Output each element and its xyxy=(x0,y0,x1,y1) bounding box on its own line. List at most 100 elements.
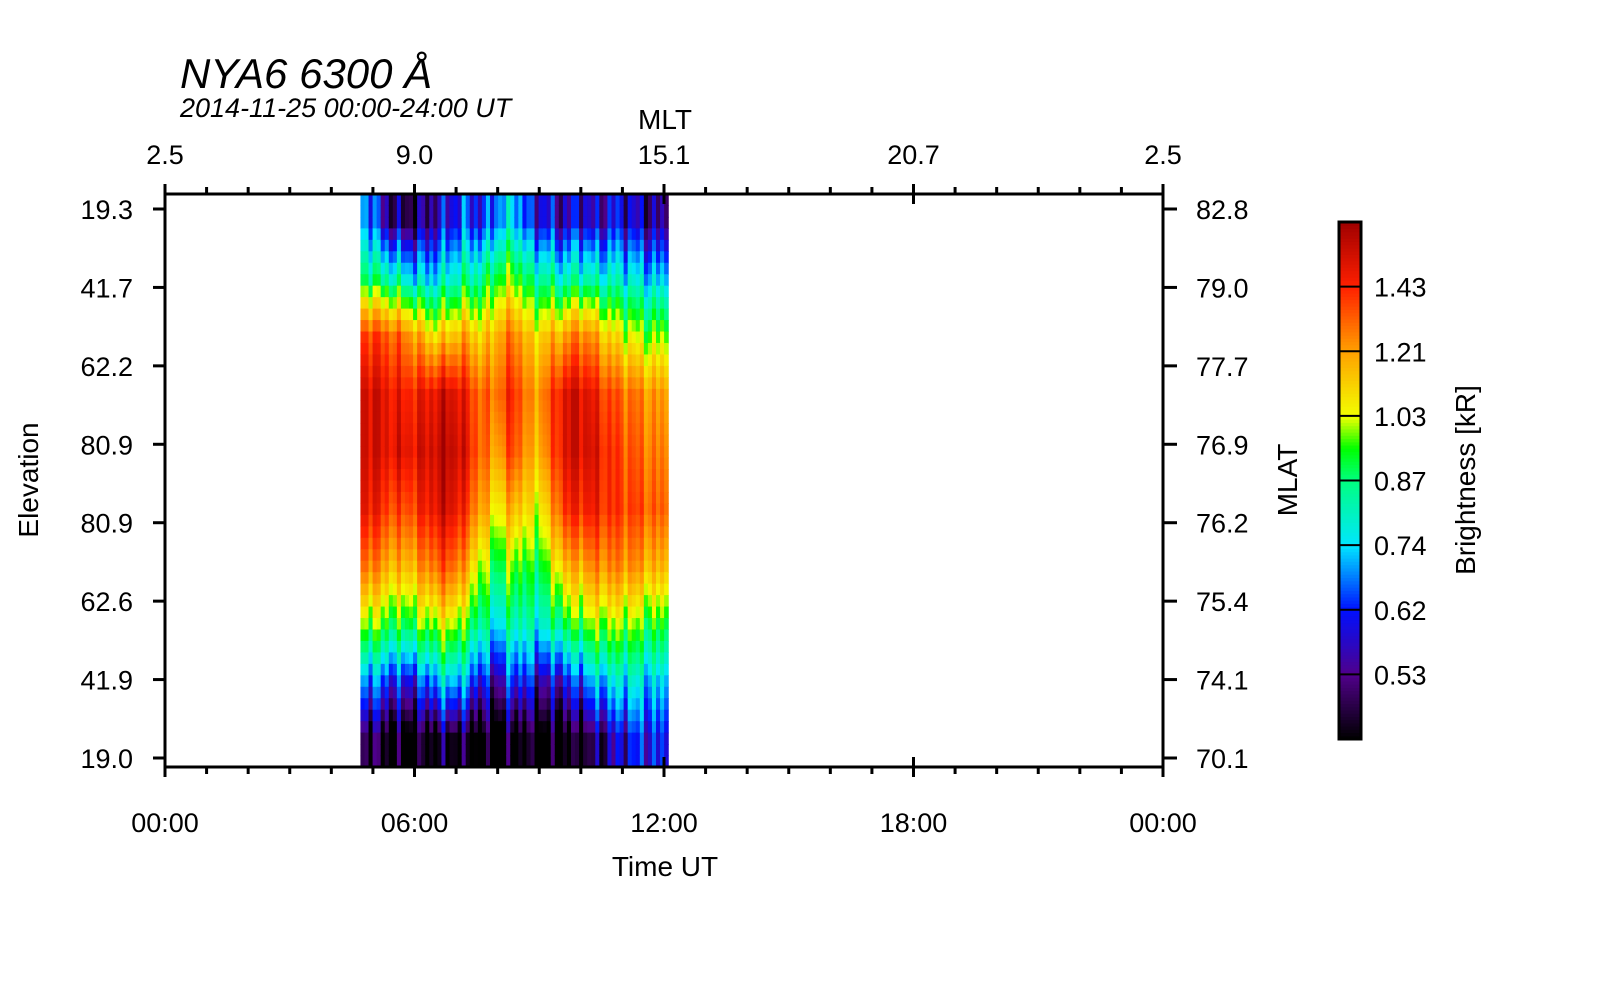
keogram-cell xyxy=(498,388,503,401)
keogram-cell xyxy=(417,457,422,470)
keogram-cell xyxy=(441,457,447,470)
keogram-cell xyxy=(546,423,552,436)
keogram-cell xyxy=(384,663,390,676)
keogram-cell xyxy=(417,331,422,344)
keogram-cell xyxy=(615,388,621,401)
keogram-cell xyxy=(409,583,414,596)
keogram-cell xyxy=(607,732,613,745)
keogram-cell xyxy=(570,434,576,447)
keogram-cell xyxy=(570,560,576,573)
keogram-cell xyxy=(400,320,406,333)
keogram-cell xyxy=(437,755,443,768)
colorbar-swatch xyxy=(1339,364,1361,369)
keogram-cell xyxy=(449,698,455,711)
keogram-cell xyxy=(368,663,374,676)
keogram-cell xyxy=(506,537,511,550)
keogram-cell xyxy=(664,675,669,688)
keogram-cell xyxy=(409,331,414,344)
keogram-cell xyxy=(473,285,479,298)
keogram-cell xyxy=(498,709,503,722)
keogram-cell xyxy=(461,663,467,676)
keogram-cell xyxy=(603,365,609,378)
keogram-cell xyxy=(518,480,523,493)
keogram-cell xyxy=(558,457,564,470)
keogram-cell xyxy=(595,297,600,310)
keogram-cell xyxy=(656,400,661,413)
keogram-cell xyxy=(623,297,629,310)
keogram-cell xyxy=(494,262,499,275)
keogram-cell xyxy=(660,457,665,470)
keogram-cell xyxy=(514,686,519,699)
colorbar-swatch xyxy=(1339,422,1361,427)
keogram-cell xyxy=(506,354,511,367)
keogram-cell xyxy=(485,377,491,390)
keogram-cell xyxy=(579,377,584,390)
keogram-cell xyxy=(445,618,451,631)
keogram-cell xyxy=(481,618,487,631)
keogram-cell xyxy=(623,618,629,631)
keogram-cell xyxy=(607,388,613,401)
keogram-cell xyxy=(526,239,532,252)
keogram-cell xyxy=(583,663,588,676)
keogram-cell xyxy=(603,640,609,653)
colorbar-swatch xyxy=(1339,309,1361,314)
keogram-cell xyxy=(522,342,528,356)
keogram-cell xyxy=(404,297,410,310)
keogram-cell xyxy=(570,583,576,596)
keogram-cell xyxy=(656,583,661,596)
keogram-cell xyxy=(409,434,414,447)
keogram-cell xyxy=(591,606,596,619)
keogram-cell xyxy=(518,434,523,447)
keogram-cell xyxy=(396,251,402,264)
keogram-cell xyxy=(607,755,613,768)
keogram-cell xyxy=(550,365,556,378)
keogram-cell xyxy=(425,365,430,378)
x-tick-label: 00:00 xyxy=(131,808,199,838)
keogram-cell xyxy=(583,675,588,688)
keogram-cell xyxy=(494,400,499,413)
keogram-cell xyxy=(546,377,552,390)
keogram-cell xyxy=(542,514,548,527)
keogram-cell xyxy=(396,194,402,207)
keogram-cell xyxy=(550,618,556,631)
keogram-cell xyxy=(360,698,366,711)
keogram-cell xyxy=(453,572,459,585)
keogram-cell xyxy=(400,342,406,356)
keogram-cell xyxy=(595,732,600,745)
keogram-cell xyxy=(607,652,613,665)
keogram-cell xyxy=(643,434,649,447)
keogram-cell xyxy=(562,446,568,459)
keogram-cell xyxy=(651,388,657,401)
keogram-cell xyxy=(607,595,613,608)
keogram-cell xyxy=(575,377,580,390)
keogram-cell xyxy=(461,686,467,699)
keogram-cell xyxy=(413,744,418,757)
colorbar-swatch xyxy=(1339,293,1361,297)
keogram-cell xyxy=(392,595,398,608)
keogram-cell xyxy=(453,583,459,596)
keogram-cell xyxy=(611,686,617,699)
keogram-cell xyxy=(510,457,515,470)
keogram-cell xyxy=(481,308,487,321)
keogram-cell xyxy=(404,239,410,252)
keogram-cell xyxy=(445,365,451,378)
keogram-cell xyxy=(514,446,519,459)
keogram-cell xyxy=(437,526,443,539)
keogram-cell xyxy=(607,377,613,390)
keogram-cell xyxy=(542,503,548,516)
keogram-cell xyxy=(647,297,653,310)
keogram-cell xyxy=(558,629,564,642)
keogram-cell xyxy=(546,514,552,527)
keogram-cell xyxy=(615,457,621,470)
keogram-cell xyxy=(502,423,507,436)
keogram-cell xyxy=(583,537,588,550)
keogram-cell xyxy=(457,663,463,676)
keogram-cell xyxy=(522,228,528,241)
keogram-cell xyxy=(429,205,434,218)
keogram-cell xyxy=(660,583,665,596)
keogram-cell xyxy=(425,411,430,424)
keogram-cell xyxy=(404,446,410,459)
keogram-cell xyxy=(473,331,479,344)
keogram-cell xyxy=(623,744,629,757)
keogram-cell xyxy=(445,721,451,734)
